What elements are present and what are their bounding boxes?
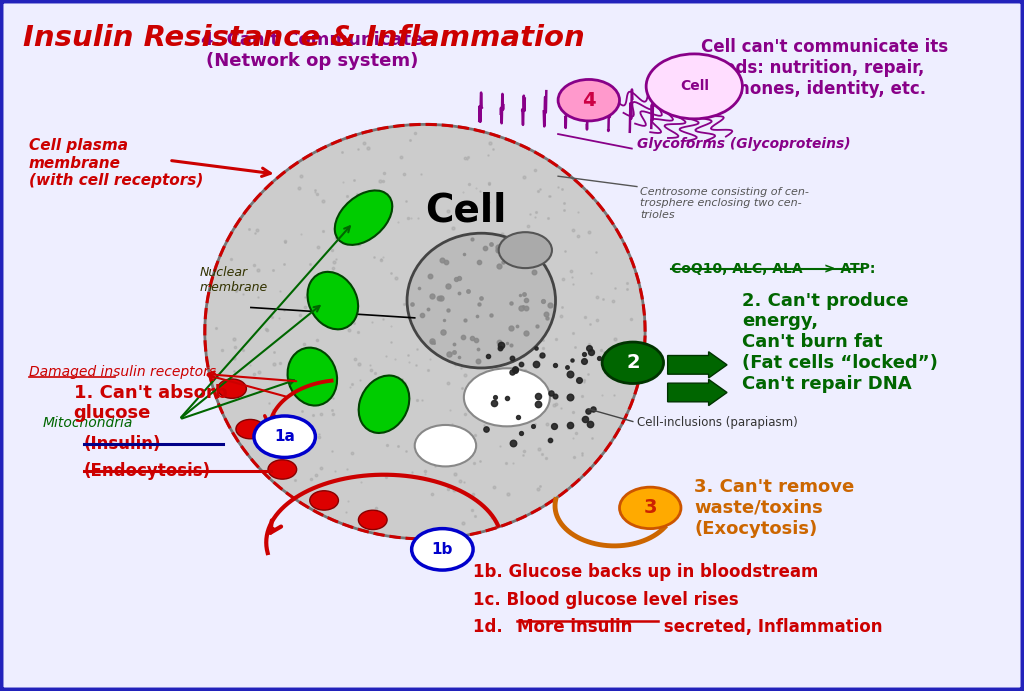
Ellipse shape bbox=[288, 348, 337, 406]
Text: More insulin: More insulin bbox=[517, 618, 633, 636]
Text: 4. Can't Communicate
(Network op system): 4. Can't Communicate (Network op system) bbox=[201, 31, 424, 70]
Text: Glycoforms (Glycoproteins): Glycoforms (Glycoproteins) bbox=[637, 137, 851, 151]
FancyArrow shape bbox=[668, 379, 727, 406]
Circle shape bbox=[236, 419, 264, 439]
Text: secreted, Inflammation: secreted, Inflammation bbox=[658, 618, 883, 636]
Text: 2: 2 bbox=[626, 353, 640, 372]
Circle shape bbox=[309, 491, 338, 510]
Ellipse shape bbox=[205, 124, 645, 539]
Text: (Insulin): (Insulin) bbox=[84, 435, 162, 453]
Circle shape bbox=[602, 342, 664, 384]
Text: 1c. Blood glucose level rises: 1c. Blood glucose level rises bbox=[473, 591, 738, 609]
Circle shape bbox=[358, 510, 387, 529]
Text: Cell can't communicate its
needs: nutrition, repair,
hormones, identity, etc.: Cell can't communicate its needs: nutrit… bbox=[701, 38, 948, 97]
Text: CoQ10, ALC, ALA -- > ATP:: CoQ10, ALC, ALA -- > ATP: bbox=[671, 263, 876, 276]
Text: Damaged insulin receptors: Damaged insulin receptors bbox=[29, 365, 216, 379]
Circle shape bbox=[499, 232, 552, 268]
Text: (Endocytosis): (Endocytosis) bbox=[84, 462, 211, 480]
Circle shape bbox=[412, 529, 473, 570]
Text: 1b. Glucose backs up in bloodstream: 1b. Glucose backs up in bloodstream bbox=[473, 563, 818, 581]
Text: Insulin Resistance & Inflammation: Insulin Resistance & Inflammation bbox=[23, 24, 585, 53]
Text: Centrosome consisting of cen-
trosphere enclosing two cen-
trioles: Centrosome consisting of cen- trosphere … bbox=[640, 187, 809, 220]
Ellipse shape bbox=[407, 234, 555, 368]
Text: 4: 4 bbox=[582, 91, 596, 110]
Circle shape bbox=[620, 487, 681, 529]
Circle shape bbox=[558, 79, 620, 121]
Text: Nuclear
membrane: Nuclear membrane bbox=[200, 265, 268, 294]
Circle shape bbox=[268, 460, 297, 479]
Text: 1d.: 1d. bbox=[473, 618, 509, 636]
Text: 2. Can't produce
energy,
Can't burn fat
(Fat cells “locked”)
Can't repair DNA: 2. Can't produce energy, Can't burn fat … bbox=[742, 292, 938, 392]
Text: 1a: 1a bbox=[274, 429, 295, 444]
Text: Mitochondria: Mitochondria bbox=[43, 416, 133, 430]
Text: Cell: Cell bbox=[680, 79, 709, 93]
Text: Cell-inclusions (parapiasm): Cell-inclusions (parapiasm) bbox=[637, 417, 798, 429]
Text: 1. Can't absorb
glucose: 1. Can't absorb glucose bbox=[74, 384, 227, 422]
Circle shape bbox=[464, 368, 550, 426]
Text: 1b: 1b bbox=[432, 542, 453, 557]
Ellipse shape bbox=[307, 272, 358, 330]
Circle shape bbox=[415, 425, 476, 466]
Text: Cell plasma
membrane
(with cell receptors): Cell plasma membrane (with cell receptor… bbox=[29, 138, 203, 188]
FancyArrow shape bbox=[668, 352, 727, 378]
Text: 3: 3 bbox=[643, 498, 657, 518]
Circle shape bbox=[218, 379, 247, 398]
Circle shape bbox=[254, 416, 315, 457]
Ellipse shape bbox=[358, 375, 410, 433]
Circle shape bbox=[646, 54, 742, 119]
Text: Cell: Cell bbox=[425, 192, 507, 229]
Text: 3. Can't remove
waste/toxins
(Exocytosis): 3. Can't remove waste/toxins (Exocytosis… bbox=[694, 478, 854, 538]
Ellipse shape bbox=[335, 191, 392, 245]
